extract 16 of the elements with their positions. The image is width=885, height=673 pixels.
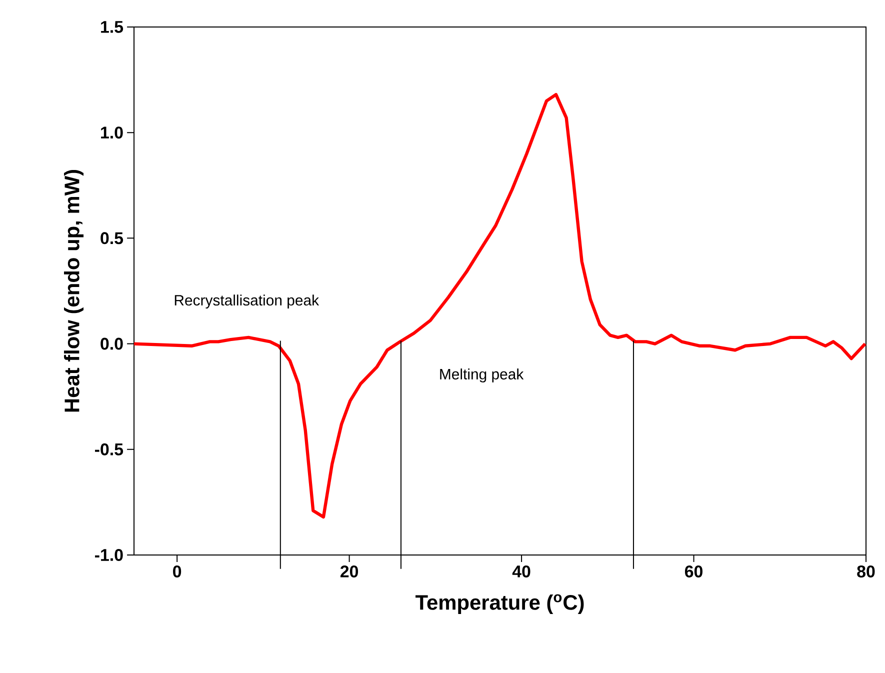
- x-tick-label: 20: [340, 565, 358, 578]
- x-tick-label: 0: [173, 565, 182, 578]
- y-tick-label: 0.5: [100, 232, 124, 244]
- x-axis-title: Temperature ($^{o}$C): [416, 594, 584, 614]
- y-tick-label: 1.0: [101, 126, 123, 139]
- y-tick-label: 1.5: [101, 21, 124, 33]
- annotation: Melting peak: [440, 368, 524, 382]
- y-tick-label: -0.5: [94, 443, 124, 456]
- y-axis-title: Heat flow (endo up, mW): [64, 170, 84, 412]
- annotation: Recrystallisation peak: [174, 294, 320, 308]
- x-tick-label: 60: [684, 565, 702, 578]
- line-series: [132, 92, 867, 519]
- x-tick-label: 40: [512, 565, 530, 578]
- x-tick-label: 80: [857, 565, 875, 578]
- y-tick-label: -1.0: [94, 548, 123, 561]
- y-tick-label: 0.0: [100, 338, 123, 350]
